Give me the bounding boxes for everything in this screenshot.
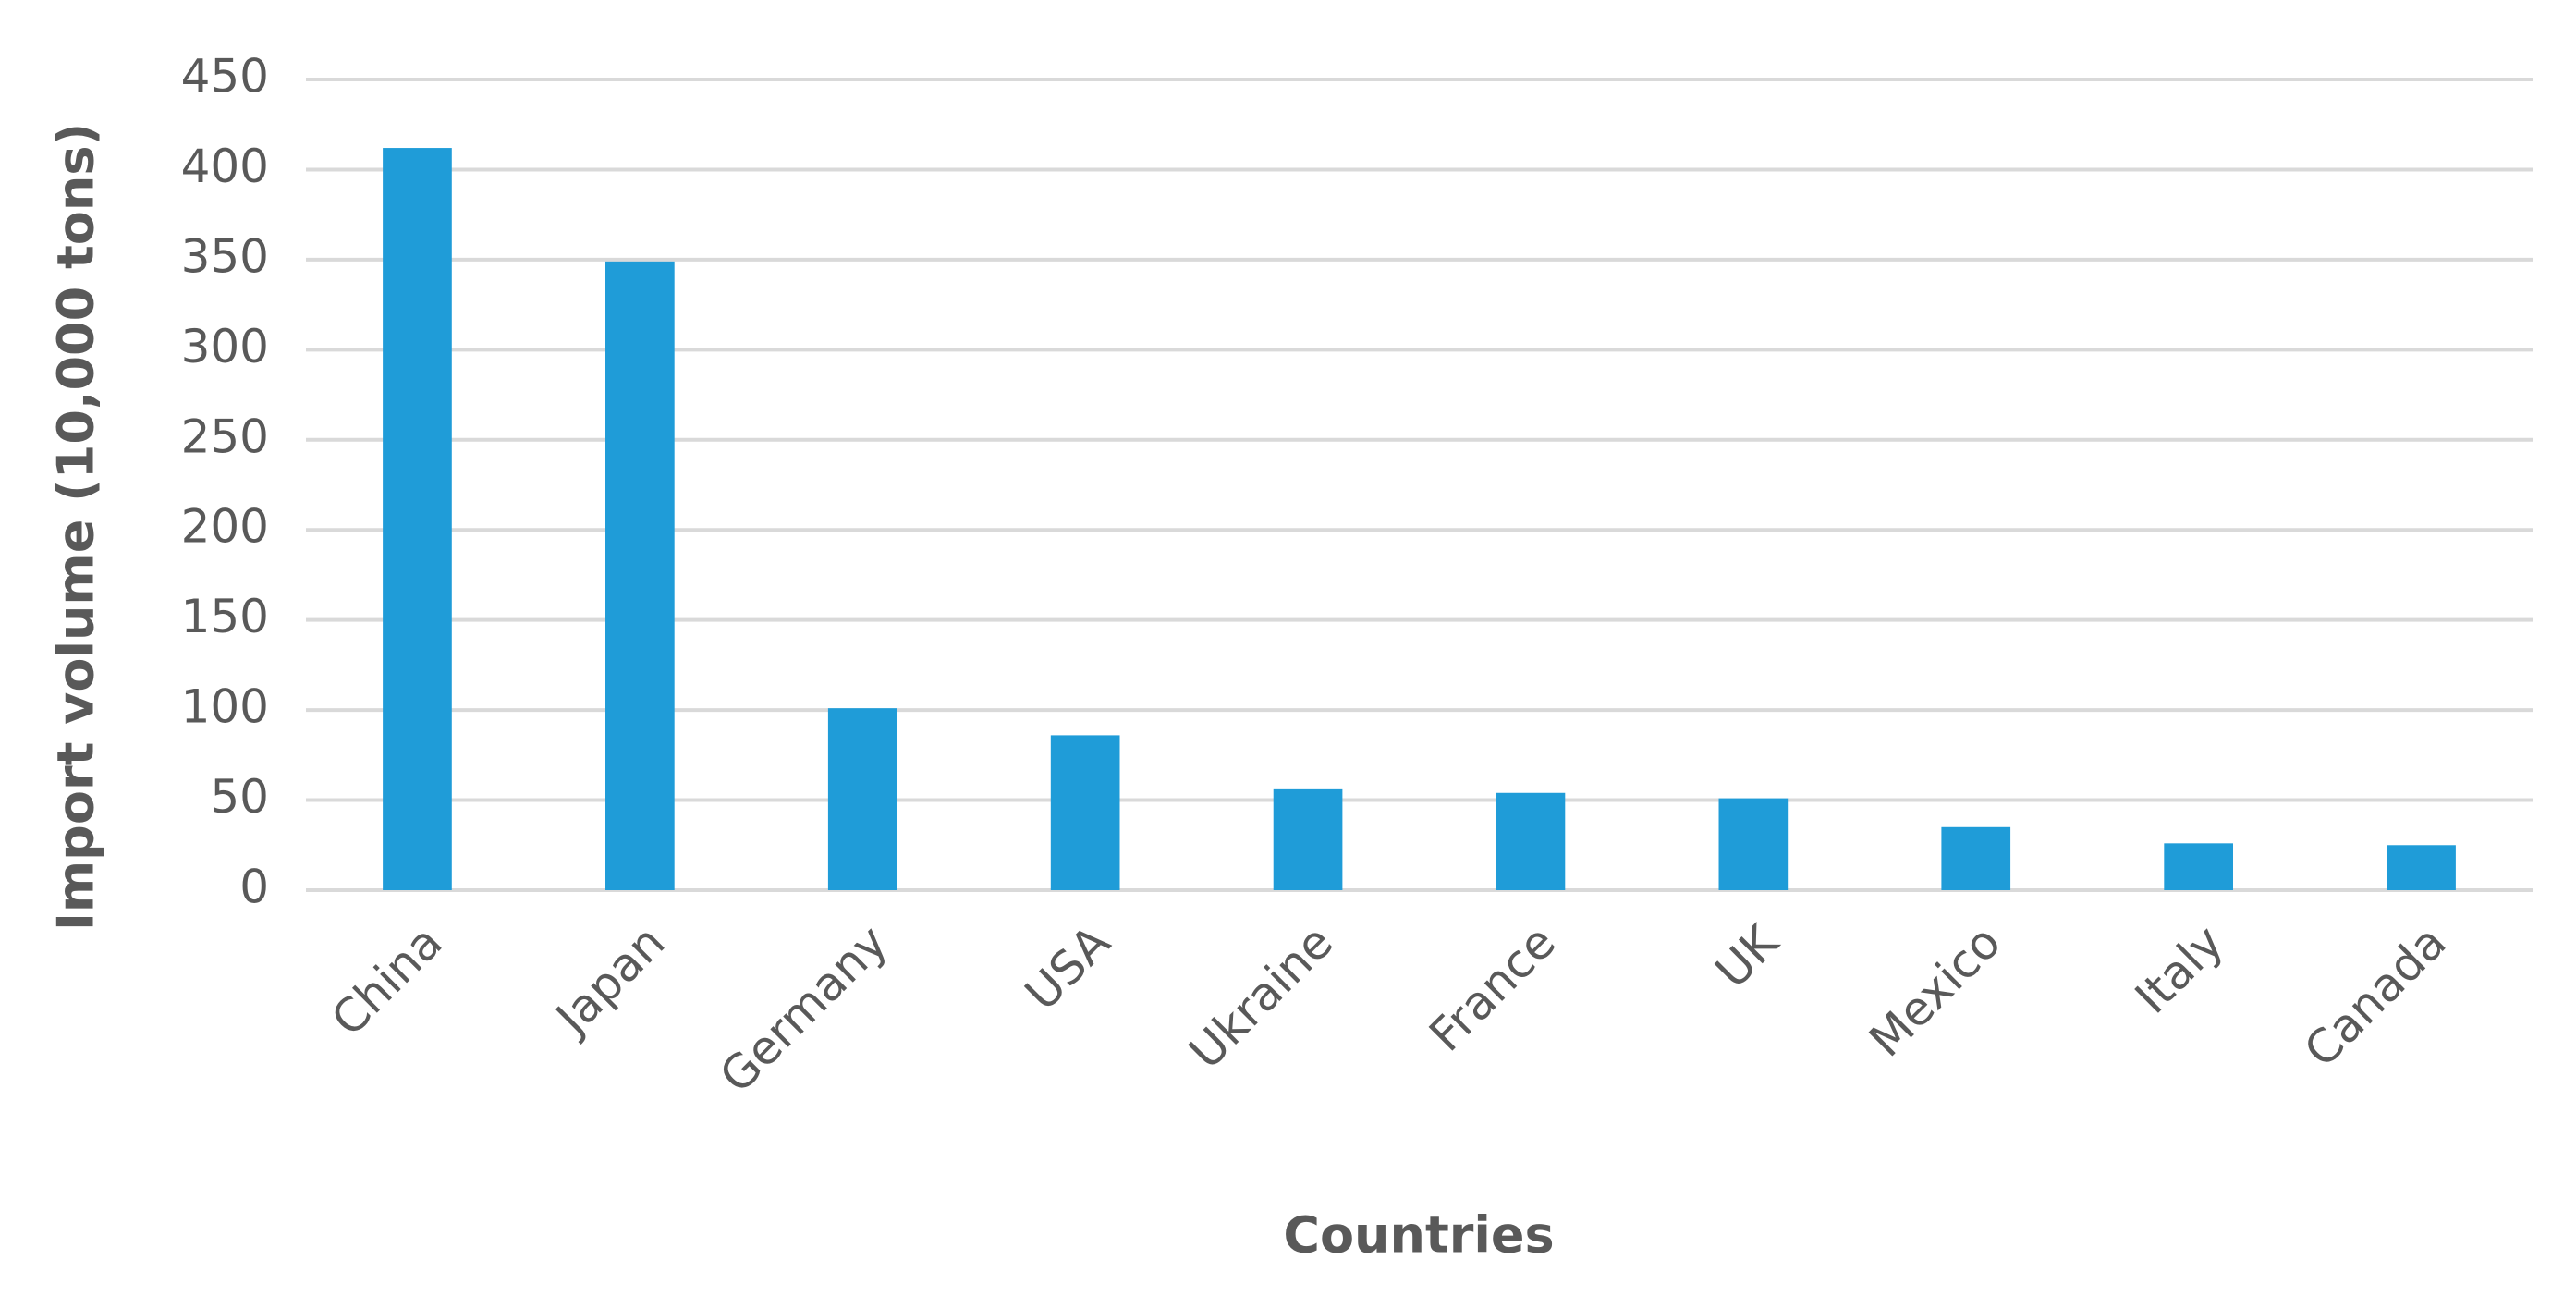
- y-tick-label: 250: [181, 410, 269, 463]
- x-tick-label: USA: [1015, 915, 1120, 1021]
- y-tick-label: 350: [181, 229, 269, 283]
- y-tick-label: 100: [181, 680, 269, 734]
- x-tick-label: UK: [1705, 914, 1789, 998]
- x-tick-label: China: [321, 915, 452, 1046]
- y-axis-title: Import volume (10,000 tons): [47, 123, 105, 931]
- x-tick-label: Germany: [710, 915, 898, 1104]
- y-tick-label: 200: [181, 500, 269, 554]
- bar: [383, 148, 452, 890]
- bar: [2387, 845, 2456, 890]
- y-tick-label: 450: [181, 50, 269, 104]
- x-tick-label: France: [1419, 915, 1566, 1062]
- x-tick-label: Mexico: [1859, 915, 2010, 1067]
- y-tick-label: 0: [239, 861, 269, 914]
- x-tick-label: Japan: [544, 915, 676, 1046]
- bar: [1050, 735, 1120, 890]
- bar: [2164, 843, 2233, 890]
- bar: [827, 708, 897, 890]
- y-tick-label: 400: [181, 140, 269, 193]
- y-tick-label: 50: [210, 770, 269, 824]
- x-tick-label: Canada: [2294, 915, 2457, 1078]
- x-tick-label: Ukraine: [1179, 915, 1344, 1080]
- y-tick-label: 150: [181, 590, 269, 643]
- bar: [1718, 798, 1789, 890]
- bar: [1273, 788, 1343, 890]
- x-axis-title: Countries: [1283, 1206, 1554, 1265]
- bar: [605, 261, 675, 890]
- x-tick-label: Italy: [2125, 915, 2234, 1024]
- y-tick-label: 300: [181, 320, 269, 373]
- bar: [1496, 792, 1566, 890]
- bar: [1941, 826, 2011, 890]
